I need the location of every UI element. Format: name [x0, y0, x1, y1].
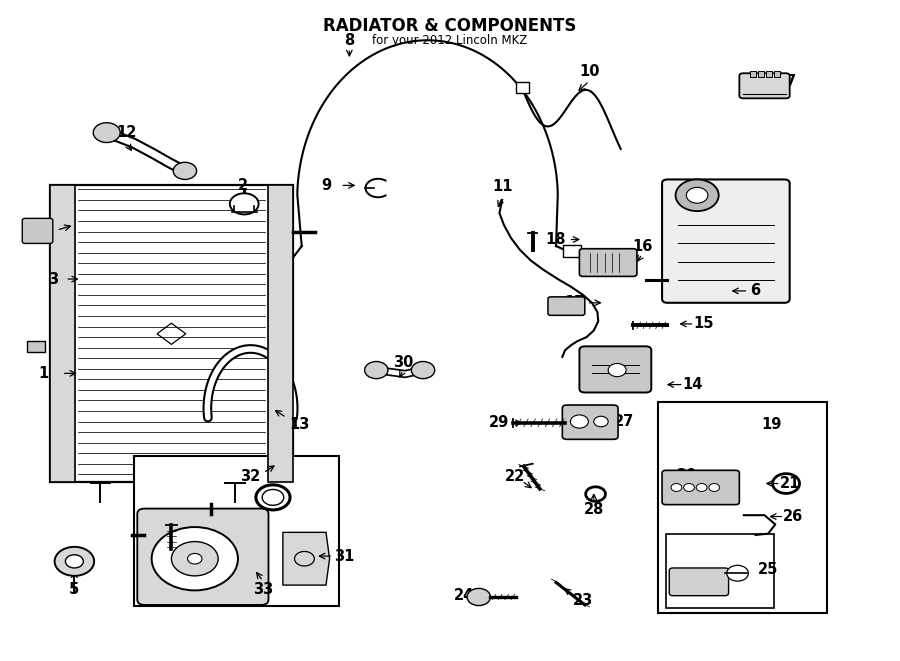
Circle shape [608, 364, 626, 377]
FancyBboxPatch shape [22, 218, 53, 243]
Circle shape [66, 555, 84, 568]
Text: 28: 28 [583, 502, 604, 518]
Text: 24: 24 [454, 588, 474, 603]
Bar [766, 71, 771, 77]
Text: 27: 27 [614, 414, 634, 429]
Circle shape [671, 484, 682, 491]
Text: 17: 17 [563, 295, 584, 310]
Text: RADIATOR & COMPONENTS: RADIATOR & COMPONENTS [323, 17, 577, 35]
Bar [517, 83, 529, 93]
Text: 15: 15 [693, 317, 714, 331]
Text: 22: 22 [505, 469, 525, 485]
FancyBboxPatch shape [670, 568, 729, 596]
FancyBboxPatch shape [562, 405, 618, 440]
Text: 33: 33 [253, 582, 274, 597]
Text: 32: 32 [240, 469, 261, 485]
Circle shape [94, 123, 121, 143]
Bar [27, 341, 45, 352]
Bar [50, 185, 292, 483]
Text: 18: 18 [545, 232, 566, 247]
Polygon shape [283, 532, 329, 585]
Text: 11: 11 [492, 179, 512, 194]
Text: 21: 21 [779, 476, 800, 491]
Text: 1: 1 [39, 366, 49, 381]
Circle shape [230, 193, 258, 214]
Circle shape [709, 484, 720, 491]
Text: 34: 34 [161, 539, 182, 555]
Text: 26: 26 [783, 509, 804, 524]
Bar [774, 71, 779, 77]
Text: 5: 5 [69, 582, 79, 597]
Circle shape [152, 527, 238, 590]
Bar [563, 245, 581, 256]
Bar [50, 185, 76, 483]
Circle shape [364, 362, 388, 379]
Bar [659, 402, 827, 613]
Bar [750, 71, 755, 77]
Bar [758, 71, 763, 77]
Text: 29: 29 [489, 415, 508, 430]
Text: 31: 31 [334, 549, 355, 564]
Text: 2: 2 [238, 178, 248, 193]
Circle shape [594, 416, 608, 427]
Text: 23: 23 [573, 594, 593, 608]
Text: for your 2012 Lincoln MKZ: for your 2012 Lincoln MKZ [373, 34, 527, 47]
Text: 10: 10 [579, 63, 599, 79]
Circle shape [467, 588, 491, 605]
Text: 16: 16 [632, 239, 652, 254]
Text: 6: 6 [751, 284, 760, 298]
FancyBboxPatch shape [548, 297, 585, 315]
Circle shape [676, 179, 719, 211]
Text: 19: 19 [761, 416, 782, 432]
FancyBboxPatch shape [662, 471, 740, 504]
Bar [267, 185, 293, 483]
Circle shape [684, 484, 695, 491]
Circle shape [727, 565, 748, 581]
Text: 13: 13 [289, 416, 310, 432]
Text: 9: 9 [321, 178, 331, 193]
Text: 4: 4 [39, 219, 49, 234]
Circle shape [571, 415, 589, 428]
FancyBboxPatch shape [740, 73, 789, 98]
Text: 12: 12 [116, 125, 137, 140]
Text: 25: 25 [758, 562, 778, 577]
Circle shape [687, 187, 708, 203]
Circle shape [173, 163, 196, 179]
FancyBboxPatch shape [580, 249, 637, 276]
FancyBboxPatch shape [580, 346, 652, 393]
Circle shape [171, 541, 218, 576]
Circle shape [187, 553, 202, 564]
Circle shape [697, 484, 707, 491]
Text: 3: 3 [48, 272, 58, 287]
Text: 20: 20 [677, 468, 698, 483]
Text: 14: 14 [682, 377, 703, 392]
FancyBboxPatch shape [138, 508, 268, 605]
Bar [134, 456, 338, 606]
Text: 7: 7 [787, 73, 796, 89]
Circle shape [55, 547, 94, 576]
Text: 8: 8 [344, 33, 355, 48]
FancyBboxPatch shape [662, 179, 789, 303]
Bar [666, 533, 773, 607]
Text: 30: 30 [393, 355, 413, 369]
Circle shape [411, 362, 435, 379]
